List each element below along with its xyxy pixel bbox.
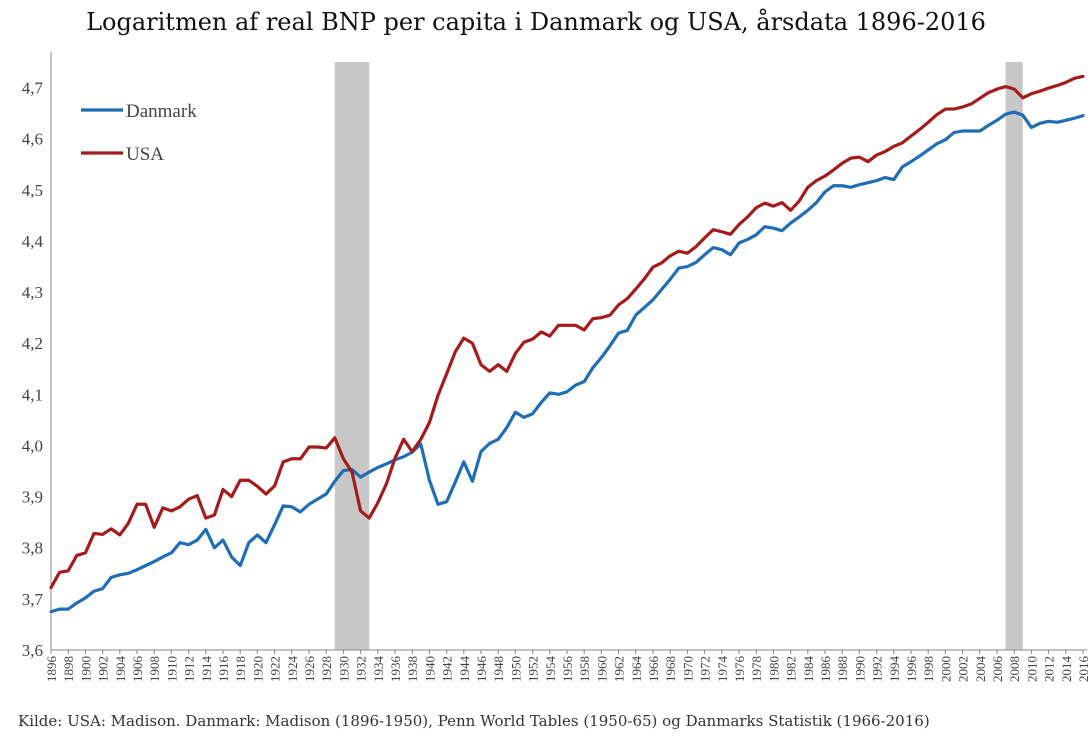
x-tick-label: 1926 — [302, 656, 317, 683]
x-tick-label: 1896 — [44, 656, 59, 683]
x-tick-label: 2006 — [990, 656, 1005, 683]
x-tick-label: 1990 — [852, 656, 867, 682]
x-tick-label: 1910 — [164, 656, 179, 682]
y-tick-label: 4,4 — [22, 232, 44, 251]
series-line-usa — [49, 74, 1085, 590]
chart-title: Logaritmen af real BNP per capita i Danm… — [86, 8, 986, 36]
x-tick-label: 1928 — [319, 656, 334, 682]
x-tick-label: 1954 — [543, 656, 558, 683]
series-lines — [49, 74, 1085, 614]
x-tick-label: 1946 — [474, 656, 489, 683]
x-tick-label: 2002 — [956, 656, 971, 682]
y-tick-label: 4,5 — [22, 181, 43, 200]
y-tick-labels: 3,6 3,7 3,8 3,9 4,0 4,1 4,2 4,3 4,4 4,5 4,6 4,7 — [22, 79, 44, 660]
x-tick-label: 1922 — [268, 656, 283, 682]
x-tick-label: 1952 — [526, 656, 541, 682]
x-tick-label: 1986 — [818, 656, 833, 683]
x-tick-label: 1958 — [577, 656, 592, 682]
x-tick-label: 1984 — [801, 656, 816, 683]
x-tick-label: 1964 — [629, 656, 644, 683]
x-tick-label: 1912 — [182, 656, 197, 682]
x-tick-label: 1950 — [508, 656, 523, 682]
x-tick-label: 1902 — [96, 656, 111, 682]
x-tick-label: 1914 — [199, 656, 214, 683]
y-tick-label: 3,8 — [22, 539, 43, 558]
legend-label-usa: USA — [126, 144, 164, 165]
y-tick-label: 4,1 — [22, 385, 43, 404]
x-tick-label: 1968 — [663, 656, 678, 682]
x-tick-label: 2012 — [1042, 656, 1057, 682]
x-tick-label: 1956 — [560, 656, 575, 683]
y-tick-label: 4,2 — [22, 334, 43, 353]
x-tick-label: 1938 — [405, 656, 420, 682]
x-tick-label: 1920 — [250, 656, 265, 682]
shaded-period-1 — [1005, 62, 1023, 650]
recession-shading-group — [334, 62, 1023, 650]
y-tick-label: 4,0 — [22, 436, 43, 455]
y-tick-label: 4,6 — [22, 130, 43, 149]
x-tick-label: 1988 — [835, 656, 850, 682]
x-tick-label: 1916 — [216, 656, 231, 683]
x-tick-label: 1948 — [491, 656, 506, 682]
x-tick-label: 1904 — [113, 656, 128, 683]
x-tick-label: 1976 — [732, 656, 747, 683]
x-tick-label: 1972 — [698, 656, 713, 682]
x-tick-label: 1900 — [78, 656, 93, 682]
x-tick-label: 1932 — [354, 656, 369, 682]
x-tick-label: 2014 — [1059, 656, 1074, 683]
x-tick-label: 1960 — [594, 656, 609, 682]
series-line-danmark — [49, 110, 1085, 614]
x-tick-label: 1974 — [715, 656, 730, 683]
x-tick-label: 1924 — [285, 656, 300, 683]
x-tick-labels: 1896 1898 1900 1902 1904 1906 1908 1910 1912 1914… — [44, 650, 1091, 682]
legend-label-danmark: Danmark — [126, 101, 197, 122]
x-tick-label: 1942 — [440, 656, 455, 682]
y-tick-label: 3,9 — [22, 488, 43, 507]
x-tick-label: 2000 — [938, 656, 953, 682]
x-tick-label: 1982 — [784, 656, 799, 682]
y-tick-label: 4,7 — [22, 79, 44, 98]
axes-group — [50, 52, 1087, 651]
x-tick-label: 1906 — [130, 656, 145, 683]
y-tick-label: 4,3 — [22, 283, 43, 302]
y-tick-label: 3,6 — [22, 641, 43, 660]
x-tick-label: 1908 — [147, 656, 162, 682]
x-tick-label: 2008 — [1007, 656, 1022, 682]
x-tick-label: 1994 — [887, 656, 902, 683]
x-tick-label: 1944 — [457, 656, 472, 683]
shaded-period-0 — [334, 62, 370, 650]
x-tick-label: 1918 — [233, 656, 248, 682]
x-tick-label: 1940 — [422, 656, 437, 682]
x-tick-label: 1966 — [646, 656, 661, 683]
x-tick-label: 1936 — [388, 656, 403, 683]
x-tick-label: 1996 — [904, 656, 919, 683]
legend: Danmark USA — [81, 101, 197, 165]
x-tick-label: 1998 — [921, 656, 936, 682]
x-tick-label: 1898 — [61, 656, 76, 682]
x-tick-label: 1934 — [371, 656, 386, 683]
x-tick-label: 2010 — [1024, 656, 1039, 682]
x-tick-label: 2016 — [1076, 656, 1091, 683]
x-tick-label: 1930 — [336, 656, 351, 682]
x-tick-label: 2004 — [973, 656, 988, 683]
x-tick-label: 1980 — [766, 656, 781, 682]
x-tick-label: 1970 — [680, 656, 695, 682]
x-tick-label: 1978 — [749, 656, 764, 682]
x-tick-label: 1992 — [870, 656, 885, 682]
source-note: Kilde: USA: Madison. Danmark: Madison (1… — [18, 712, 930, 730]
y-tick-label: 3,7 — [22, 590, 44, 609]
x-tick-label: 1962 — [612, 656, 627, 682]
